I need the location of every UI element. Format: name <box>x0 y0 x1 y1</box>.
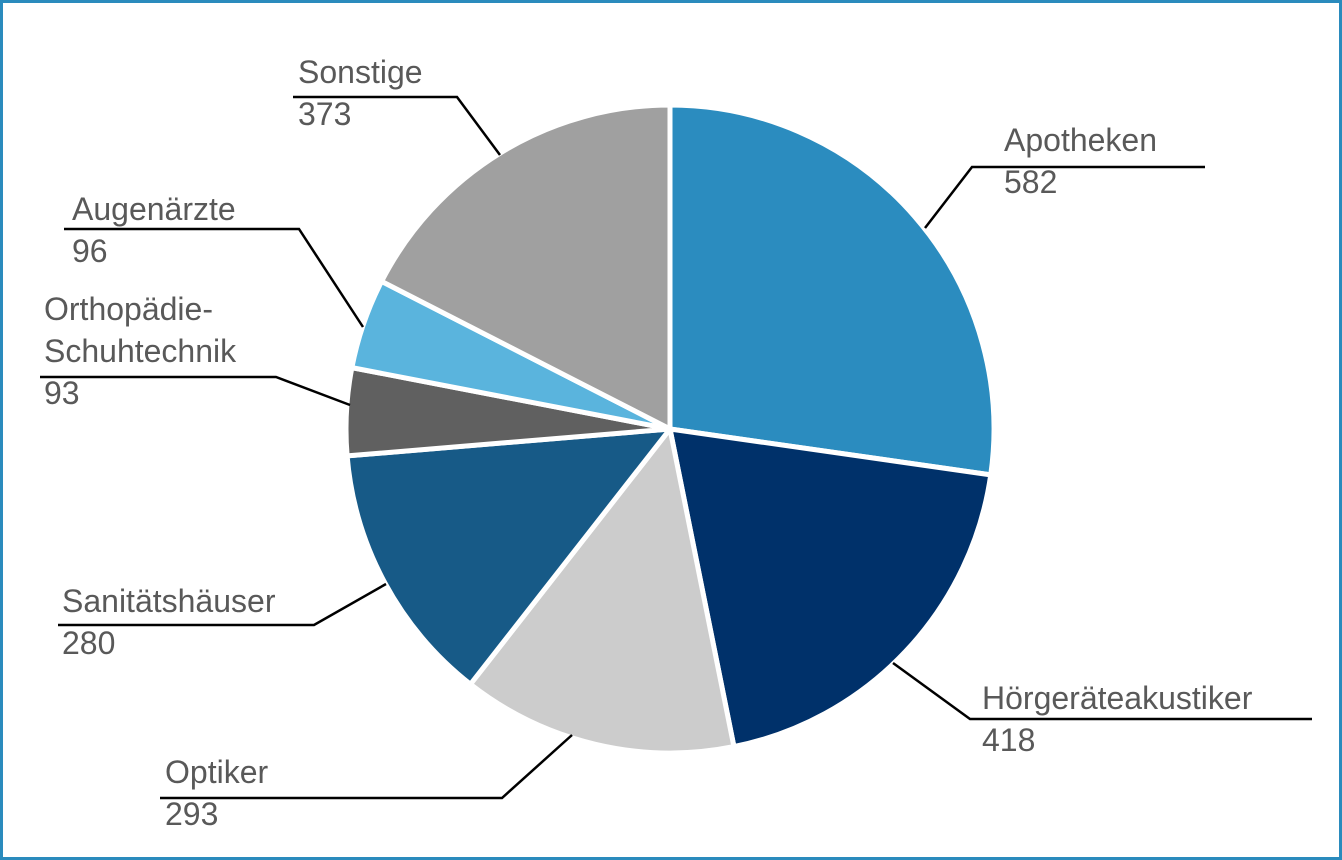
data-label-sonstige: Sonstige 373 <box>298 51 423 135</box>
pie-slice-sonstige <box>379 102 673 432</box>
leader-line-augenaerzte <box>64 227 365 328</box>
slice-label-optiker: Optiker <box>165 754 269 790</box>
pie-slice-hoergeraeteakustiker <box>667 426 994 750</box>
slice-value-hoergeraeteakustiker: 418 <box>982 722 1036 758</box>
leader-line-hoergeraeteakustiker <box>892 661 1312 721</box>
pie-slice-sanitaetshaeuser <box>344 426 673 687</box>
slice-value-orthopaedie: 93 <box>44 375 80 411</box>
slice-value-optiker: 293 <box>165 796 219 832</box>
slice-label-orthopaedie-line2: Schuhtechnik <box>44 333 237 369</box>
leader-line-orthopaedie <box>40 375 351 407</box>
data-label-hoergeraeteakustiker: Hörgeräteakustiker 418 <box>982 677 1252 761</box>
leader-line-optiker <box>160 734 573 800</box>
leader-line-sanitaetshaeuser <box>58 582 387 627</box>
slice-value-apotheken: 582 <box>1004 164 1058 200</box>
data-label-orthopaedie-schuhtechnik: Orthopädie- Schuhtechnik 93 <box>44 288 236 414</box>
data-label-sanitaetshaeuser: Sanitätshäuser 280 <box>62 580 275 664</box>
slice-value-augenaerzte: 96 <box>72 233 108 269</box>
slice-label-apotheken: Apotheken <box>1004 122 1158 158</box>
leader-line-apotheken <box>924 165 1205 229</box>
pie-slice-apotheken <box>667 102 997 478</box>
slice-value-sonstige: 373 <box>298 96 352 132</box>
slice-label-augenaerzte: Augenärzte <box>72 191 236 227</box>
slice-label-sanitaetshaeuser: Sanitätshäuser <box>62 583 276 619</box>
slice-label-orthopaedie-line1: Orthopädie- <box>44 291 213 327</box>
slice-value-sanitaetshaeuser: 280 <box>62 625 116 661</box>
data-label-augenaerzte: Augenärzte 96 <box>72 188 236 272</box>
slice-label-hoergeraeteakustiker: Hörgeräteakustiker <box>982 680 1253 716</box>
pie-slice-optiker <box>467 426 737 756</box>
data-label-apotheken: Apotheken 582 <box>1004 119 1157 203</box>
leader-line-sonstige <box>293 95 502 156</box>
data-label-optiker: Optiker 293 <box>165 751 268 835</box>
slice-label-sonstige: Sonstige <box>298 54 423 90</box>
